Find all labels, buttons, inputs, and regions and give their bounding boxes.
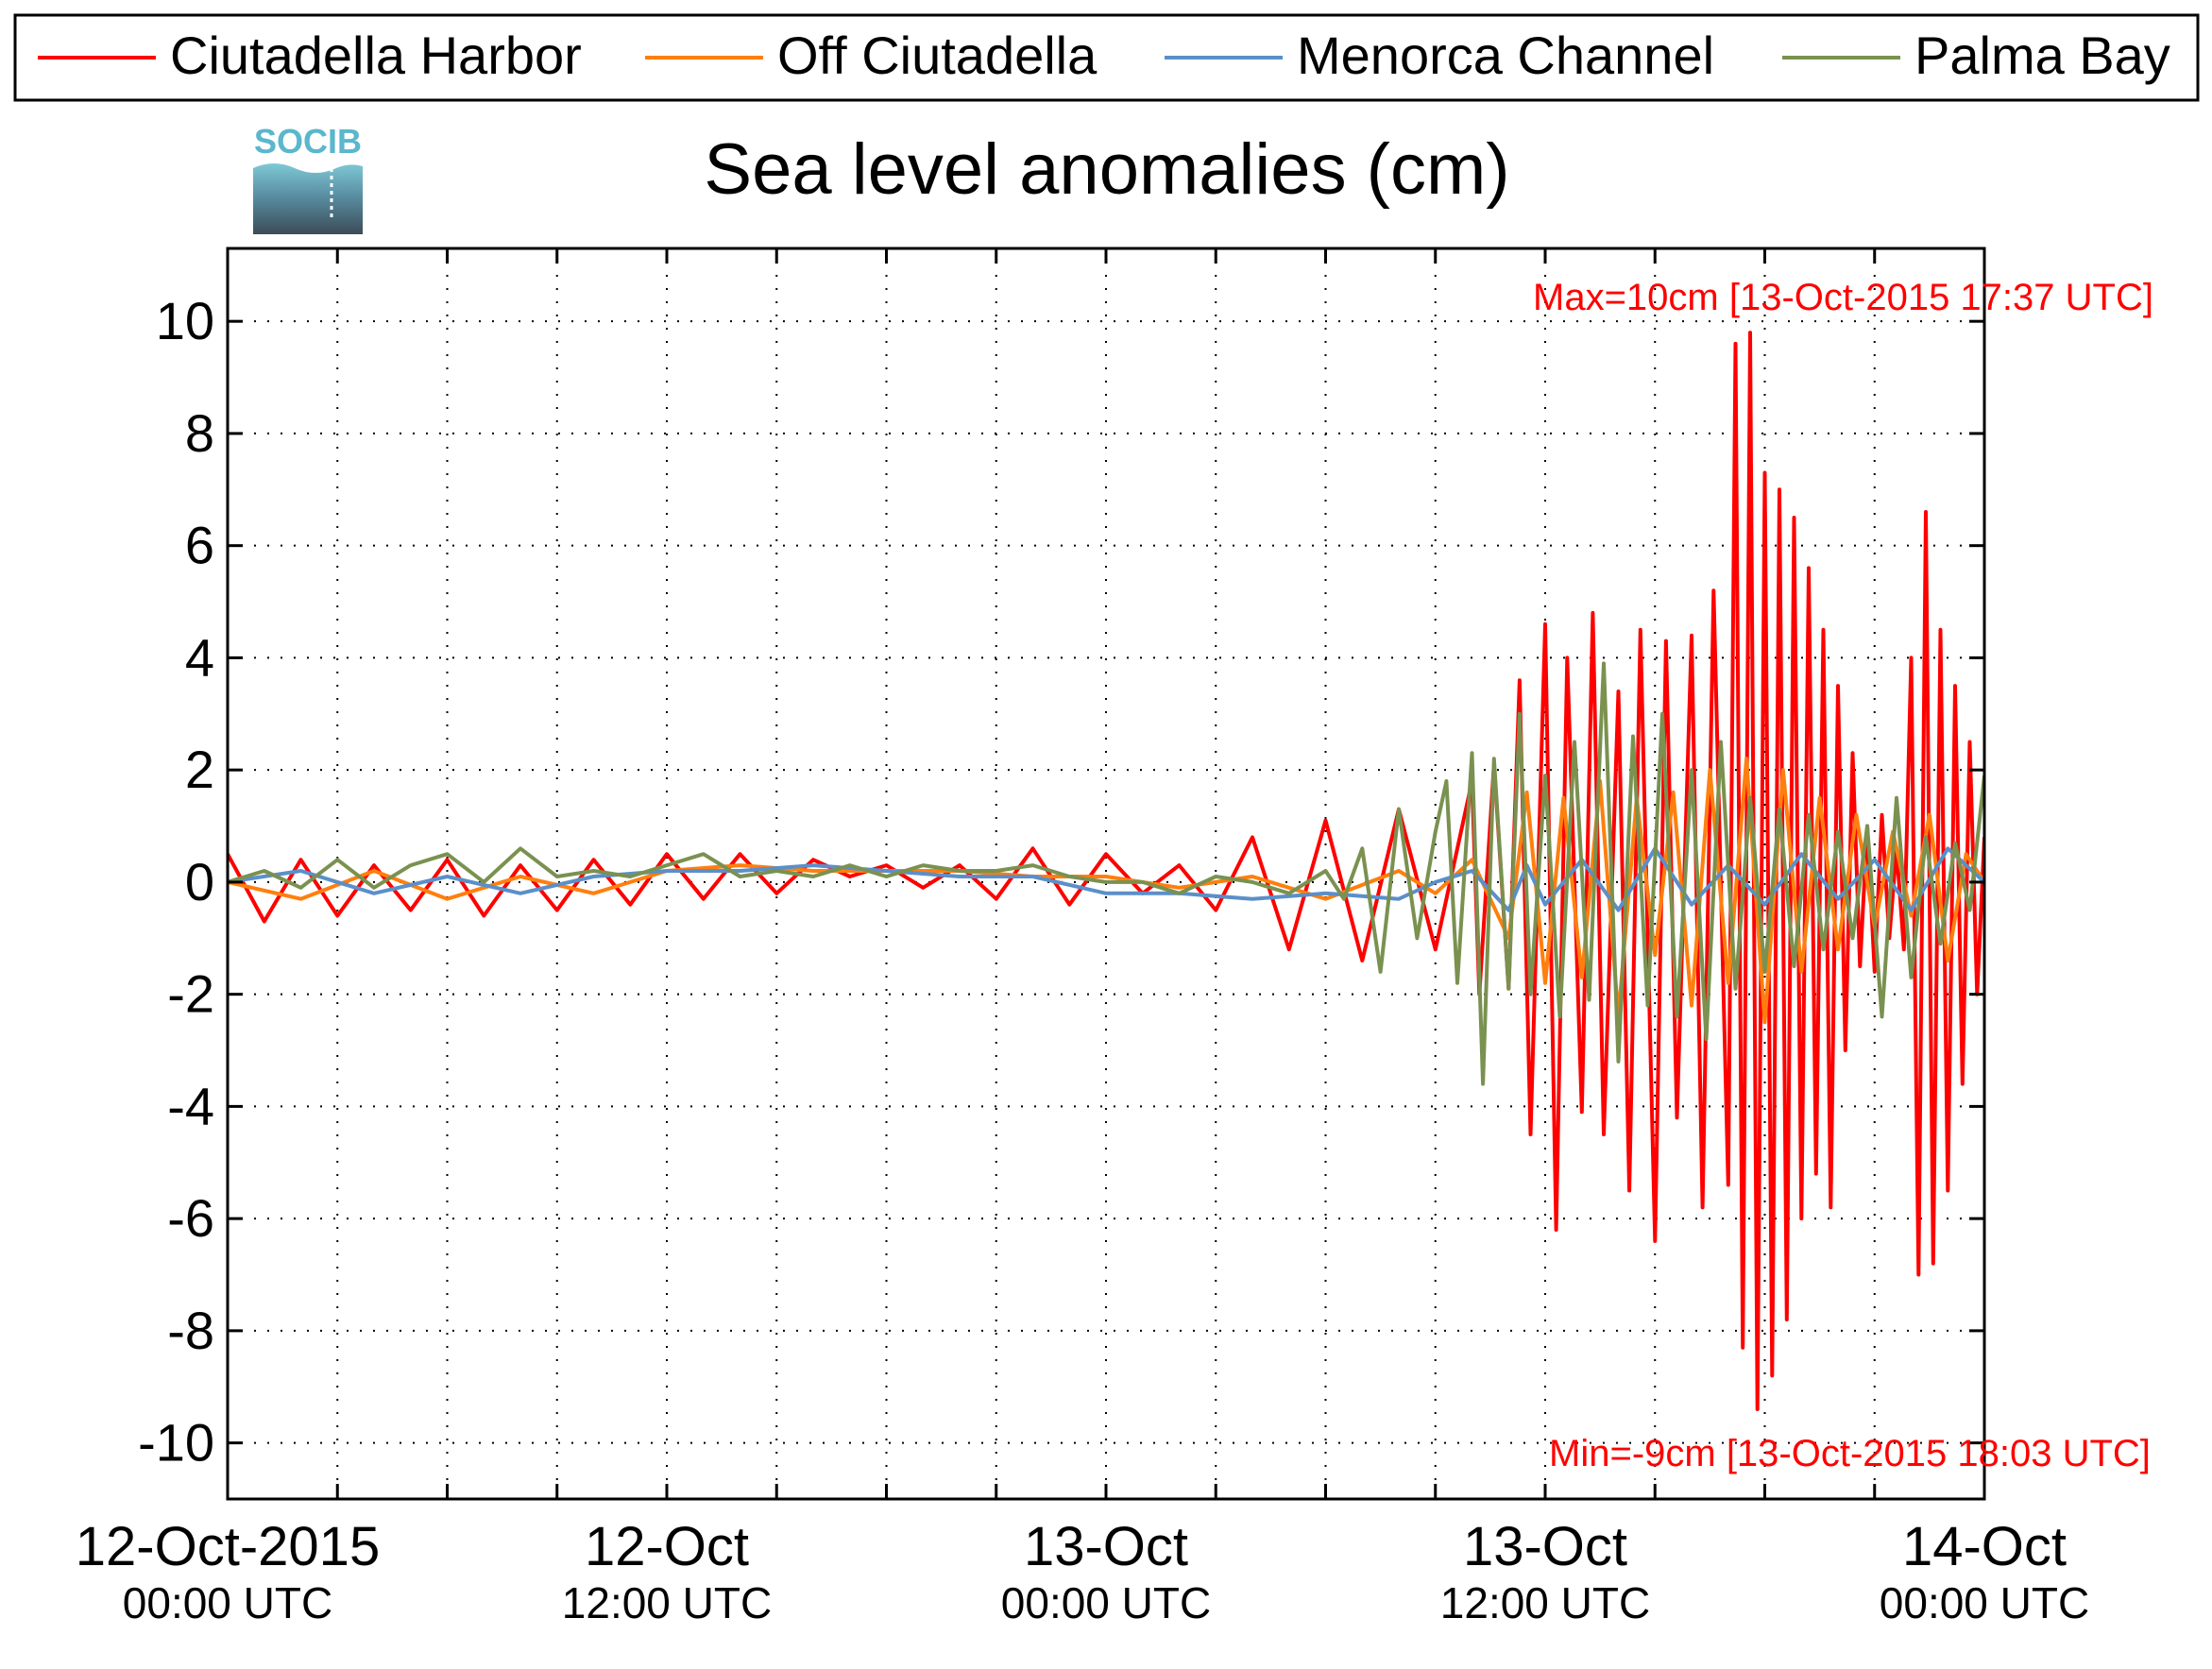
x-tick-label-date: 13-Oct (1463, 1516, 1627, 1577)
series-line-palma-bay (228, 661, 1984, 1086)
legend: Ciutadella Harbor Off Ciutadella Menorca… (13, 13, 2200, 102)
max-annotation: Max=10cm [13-Oct-2015 17:37 UTC] (1533, 277, 2153, 318)
y-tick-label: 2 (185, 740, 214, 799)
min-annotation: Min=-9cm [13-Oct-2015 18:03 UTC] (1549, 1433, 2151, 1474)
y-tick-label: -2 (167, 964, 214, 1024)
y-tick-label: -8 (167, 1301, 214, 1360)
x-tick-label-time: 12:00 UTC (562, 1578, 772, 1627)
y-tick-label: 10 (156, 291, 214, 350)
series-line-off-ciutadella (228, 757, 1984, 1025)
y-tick-label: -10 (138, 1413, 214, 1473)
x-tick-label-time: 12:00 UTC (1440, 1578, 1650, 1627)
x-tick-label-time: 00:00 UTC (123, 1578, 332, 1627)
y-axis-tick-labels: -10 -8 -6 -4 -2 0 2 4 6 8 10 (138, 291, 214, 1472)
logo-wave-shape (253, 163, 363, 234)
x-tick-label-date: 12-Oct (585, 1516, 749, 1577)
legend-label-palma-bay: Palma Bay (1914, 26, 2170, 85)
axis-ticks (228, 248, 1984, 1499)
legend-label-ciutadella-harbor: Ciutadella Harbor (170, 26, 582, 85)
x-tick-label-time: 00:00 UTC (1880, 1578, 2089, 1627)
legend-label-menorca-channel: Menorca Channel (1297, 26, 1714, 85)
y-tick-label: -6 (167, 1188, 214, 1248)
y-tick-label: 8 (185, 403, 214, 463)
y-tick-label: -4 (167, 1076, 214, 1135)
y-tick-label: 4 (185, 627, 214, 687)
y-tick-label: 6 (185, 516, 214, 575)
y-tick-label: 0 (185, 852, 214, 911)
grid (228, 248, 1984, 1499)
x-tick-label-time: 00:00 UTC (1001, 1578, 1211, 1627)
x-tick-label-date: 14-Oct (1902, 1516, 2067, 1577)
legend-label-off-ciutadella: Off Ciutadella (777, 26, 1097, 85)
series-line-menorca-channel (228, 846, 1984, 912)
series-lines (228, 331, 1984, 1411)
series-line-ciutadella-harbor (228, 331, 1984, 1411)
x-tick-label-date: 12-Oct-2015 (76, 1516, 380, 1577)
x-tick-label-date: 13-Oct (1024, 1516, 1188, 1577)
socib-logo: SOCIB (253, 122, 363, 234)
logo-text: SOCIB (254, 122, 362, 161)
chart-title: Sea level anomalies (cm) (704, 129, 1509, 210)
